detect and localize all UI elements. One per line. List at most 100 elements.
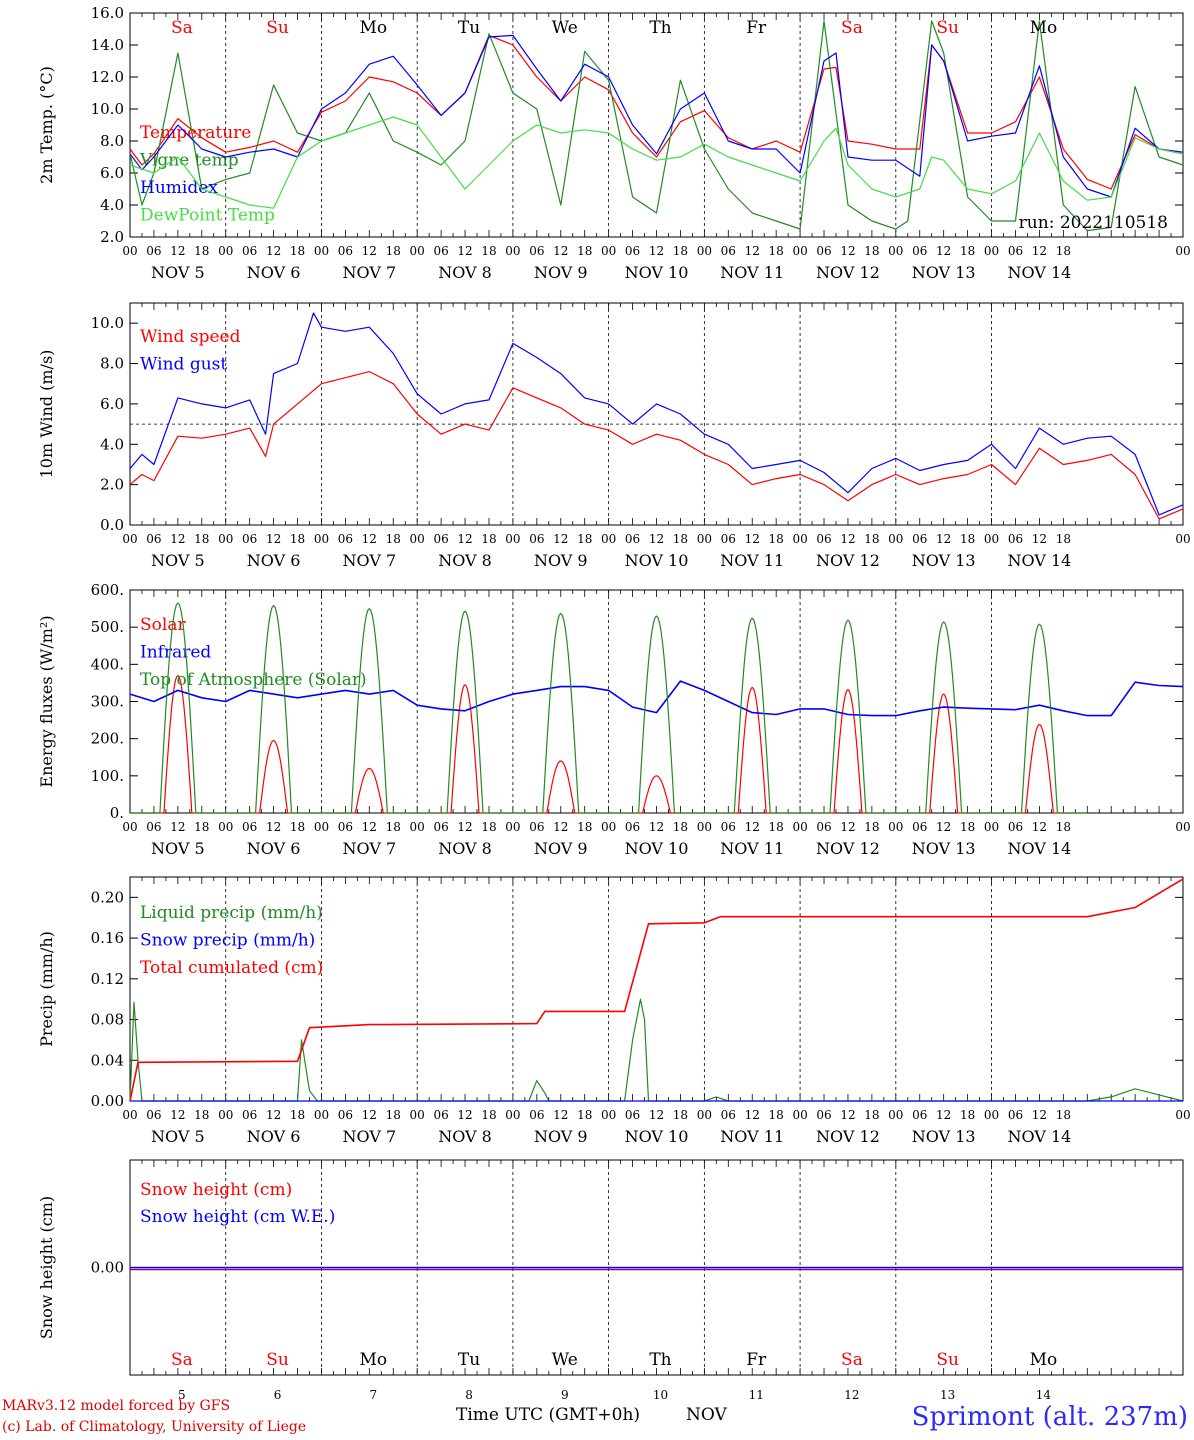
y-tick-label: 6.0 bbox=[100, 164, 124, 182]
legend-entry: Solar bbox=[140, 615, 186, 635]
day-name-top: Mo bbox=[359, 18, 387, 38]
hour-label: 12 bbox=[362, 244, 377, 258]
date-label: NOV 5 bbox=[151, 1127, 205, 1146]
day-number-bottom: 14 bbox=[1036, 1388, 1052, 1402]
day-number-bottom: 11 bbox=[749, 1388, 764, 1402]
hour-label: 06 bbox=[242, 244, 257, 258]
hour-label: 00 bbox=[697, 532, 712, 546]
y-tick-label: 500. bbox=[91, 618, 124, 636]
date-label: NOV 11 bbox=[720, 551, 784, 570]
hour-label: 18 bbox=[194, 244, 209, 258]
day-name-bottom: Tu bbox=[458, 1350, 480, 1370]
hour-label: 12 bbox=[840, 244, 855, 258]
hour-label: 06 bbox=[625, 244, 640, 258]
y-axis-label: Snow height (cm) bbox=[37, 1196, 56, 1339]
y-tick-label: 0.12 bbox=[91, 970, 124, 988]
y-axis-label: Precip (mm/h) bbox=[37, 931, 56, 1047]
hour-label: 12 bbox=[936, 244, 951, 258]
y-tick-label: 4.0 bbox=[100, 196, 124, 214]
hour-label: 00 bbox=[792, 1108, 807, 1122]
date-label: NOV 8 bbox=[438, 551, 492, 570]
day-name-top: Su bbox=[266, 18, 289, 38]
hour-label: 18 bbox=[290, 1108, 305, 1122]
hour-label: 00 bbox=[984, 820, 999, 834]
hour-label: 18 bbox=[1056, 532, 1071, 546]
series-line-wind-speed bbox=[129, 371, 1184, 520]
y-tick-label: 0.0 bbox=[100, 516, 124, 534]
hour-label: 18 bbox=[864, 1108, 879, 1122]
hour-label: 12 bbox=[553, 532, 568, 546]
day-name-top: Sa bbox=[171, 18, 193, 38]
date-label: NOV 10 bbox=[625, 263, 689, 282]
hour-label: 12 bbox=[840, 532, 855, 546]
date-label: NOV 6 bbox=[247, 263, 301, 282]
date-label: NOV 12 bbox=[816, 839, 880, 858]
hour-label: 18 bbox=[960, 244, 975, 258]
y-axis-label: Energy fluxes (W/m²) bbox=[37, 615, 56, 787]
date-label: NOV 10 bbox=[625, 551, 689, 570]
hour-label: 06 bbox=[433, 820, 448, 834]
hour-label: 00 bbox=[697, 1108, 712, 1122]
hour-label: 18 bbox=[769, 532, 784, 546]
date-label: NOV 12 bbox=[816, 263, 880, 282]
hour-label: 12 bbox=[170, 820, 185, 834]
hour-label: 06 bbox=[816, 244, 831, 258]
date-label: NOV 7 bbox=[342, 263, 396, 282]
hour-label: 00 bbox=[888, 820, 903, 834]
run-label: run: 2022110518 bbox=[1019, 213, 1168, 233]
day-number-bottom: 9 bbox=[561, 1388, 569, 1402]
hour-label: 12 bbox=[457, 1108, 472, 1122]
date-label: NOV 14 bbox=[1007, 263, 1071, 282]
date-label: NOV 12 bbox=[816, 551, 880, 570]
footer-time-axis-label: Time UTC (GMT+0h) bbox=[456, 1405, 641, 1425]
hour-label: 12 bbox=[170, 532, 185, 546]
hour-label: 06 bbox=[625, 820, 640, 834]
hour-label: 06 bbox=[721, 532, 736, 546]
y-tick-label: 0.20 bbox=[91, 888, 124, 906]
date-label: NOV 6 bbox=[247, 1127, 301, 1146]
hour-label: 06 bbox=[912, 820, 927, 834]
legend-entry: Infrared bbox=[140, 643, 211, 663]
day-number-bottom: 13 bbox=[940, 1388, 955, 1402]
hour-label: 12 bbox=[170, 1108, 185, 1122]
hour-label: 00 bbox=[697, 244, 712, 258]
y-tick-label: 100. bbox=[91, 767, 124, 785]
hour-label: 12 bbox=[649, 820, 664, 834]
hour-label: 18 bbox=[864, 820, 879, 834]
hour-label: 12 bbox=[266, 820, 281, 834]
date-label: NOV 8 bbox=[438, 1127, 492, 1146]
hour-label: 06 bbox=[146, 244, 161, 258]
hour-label: 00 bbox=[601, 1108, 616, 1122]
y-tick-label: 600. bbox=[91, 581, 124, 599]
hour-label: 12 bbox=[553, 820, 568, 834]
hour-label: 06 bbox=[529, 532, 544, 546]
panel-4: 0.00 0.04 0.08 0.12 0.16 0.20 Precip (mm/h) 00 0… bbox=[37, 876, 1191, 1146]
hour-label: 06 bbox=[721, 1108, 736, 1122]
hour-label: 00 bbox=[314, 532, 329, 546]
panel-3: 0. 100. 200. 300. 400. 500. 600. Energy fluxes … bbox=[37, 581, 1191, 858]
day-number-bottom: 12 bbox=[844, 1388, 859, 1402]
hour-label: 18 bbox=[481, 244, 496, 258]
day-name-bottom: Sa bbox=[841, 1350, 863, 1370]
hour-label: 12 bbox=[649, 532, 664, 546]
hour-label: 06 bbox=[529, 1108, 544, 1122]
hour-label: 12 bbox=[553, 244, 568, 258]
series-line-total-cumulated-cm- bbox=[129, 878, 1184, 1102]
hour-label: 00 bbox=[505, 244, 520, 258]
hour-label: 00 bbox=[601, 820, 616, 834]
series-line-wind-gust bbox=[129, 312, 1184, 516]
hour-label: 12 bbox=[1032, 820, 1047, 834]
day-number-bottom: 7 bbox=[369, 1388, 377, 1402]
hour-label: 06 bbox=[816, 532, 831, 546]
hour-label: 00 bbox=[792, 244, 807, 258]
date-label: NOV 6 bbox=[247, 839, 301, 858]
hour-label: 12 bbox=[745, 532, 760, 546]
day-name-bottom: Th bbox=[649, 1350, 671, 1370]
hour-label: 12 bbox=[362, 1108, 377, 1122]
hour-label: 18 bbox=[481, 532, 496, 546]
hour-label: 12 bbox=[649, 244, 664, 258]
hour-label: 12 bbox=[1032, 532, 1047, 546]
date-label: NOV 11 bbox=[720, 263, 784, 282]
y-tick-label: 0. bbox=[110, 804, 124, 822]
